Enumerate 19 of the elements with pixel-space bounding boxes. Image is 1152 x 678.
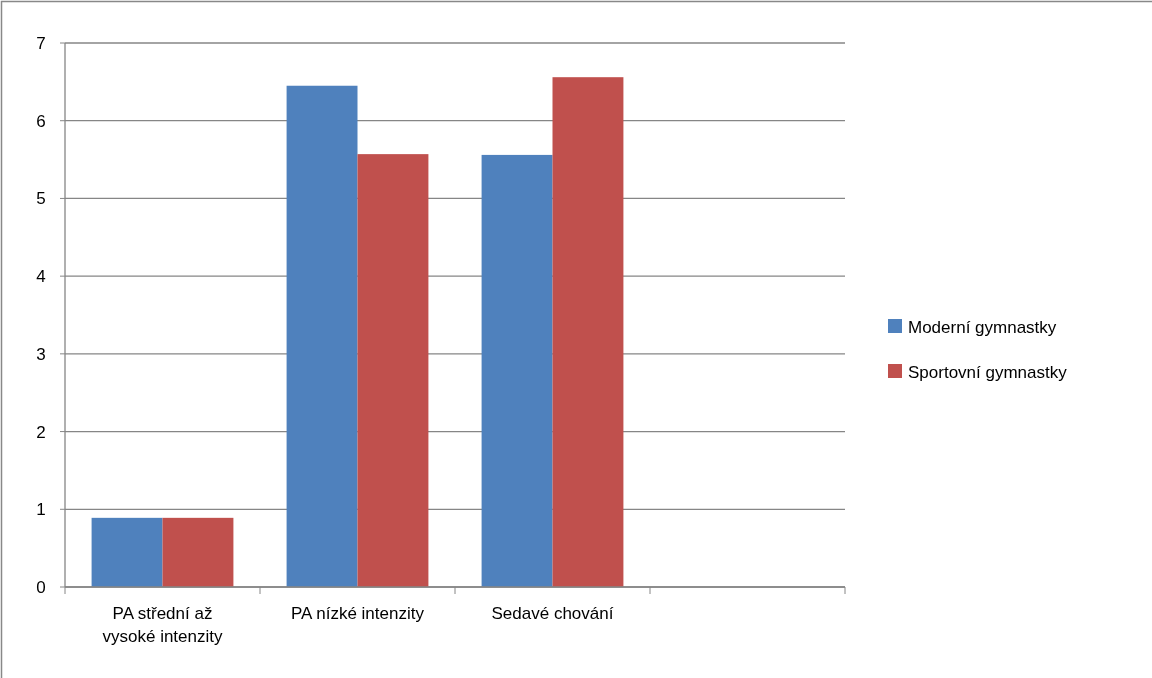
y-tick-label: 6 [36, 111, 46, 131]
bar [357, 154, 429, 587]
y-tick-label: 4 [36, 267, 46, 287]
x-tick-label: PA nízké intenzity [291, 604, 425, 623]
y-tick-label: 5 [36, 189, 46, 209]
y-tick-label: 3 [36, 344, 46, 364]
x-tick-label: Sedavé chování [491, 604, 614, 623]
bar [552, 77, 624, 587]
bar [481, 154, 553, 587]
y-tick-label: 2 [36, 422, 46, 442]
bar [286, 85, 358, 587]
y-tick-label: 0 [36, 577, 46, 597]
y-tick-label: 7 [36, 33, 46, 53]
bar [162, 517, 234, 587]
bar [91, 517, 163, 587]
y-tick-label: 1 [36, 500, 46, 520]
legend-label: Moderní gymnastky [908, 317, 1057, 337]
legend-label: Sportovní gymnastky [908, 362, 1068, 382]
x-tick-label: PA střední až vysoké intenzity [102, 604, 223, 646]
